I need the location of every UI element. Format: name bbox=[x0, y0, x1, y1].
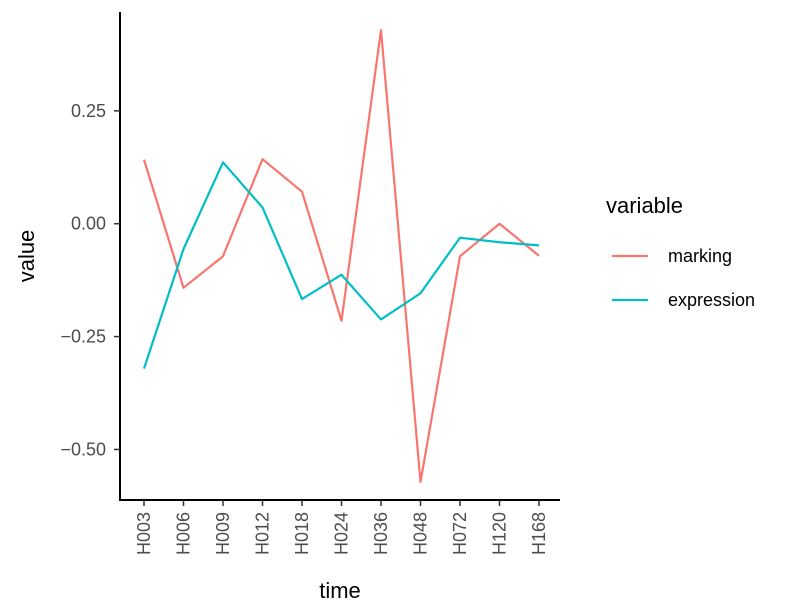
x-tick-label: H168 bbox=[529, 512, 549, 555]
legend-label-expression: expression bbox=[668, 290, 755, 310]
y-tick-label: −0.50 bbox=[60, 439, 106, 459]
x-tick-label: H048 bbox=[411, 512, 431, 555]
series-line-marking bbox=[142, 28, 540, 484]
legend-items: marking expression bbox=[612, 246, 755, 310]
x-tick-label: H009 bbox=[213, 512, 233, 555]
legend-label-marking: marking bbox=[668, 246, 732, 266]
x-axis-title: time bbox=[319, 578, 361, 603]
series-layer bbox=[142, 28, 540, 484]
x-tick-label: H036 bbox=[371, 512, 391, 555]
x-tick-label: H012 bbox=[253, 512, 273, 555]
y-tick-label: 0.25 bbox=[71, 101, 106, 121]
y-tick-label: 0.00 bbox=[71, 214, 106, 234]
x-tick-label: H018 bbox=[292, 512, 312, 555]
series-line-expression bbox=[142, 161, 540, 369]
x-tick-label: H072 bbox=[450, 512, 470, 555]
y-tick-label: −0.25 bbox=[60, 327, 106, 347]
x-tick-label: H003 bbox=[134, 512, 154, 555]
y-axis-ticks: 0.25 0.00 −0.25 −0.50 bbox=[60, 101, 120, 459]
legend-title: variable bbox=[606, 193, 683, 218]
x-tick-label: H024 bbox=[332, 512, 352, 555]
legend: variable marking expression bbox=[606, 193, 755, 310]
x-axis-ticks: H003 H006 H009 H012 H018 H024 H036 H048 H072 H120… bbox=[134, 500, 549, 555]
x-tick-label: H006 bbox=[174, 512, 194, 555]
x-tick-label: H120 bbox=[490, 512, 510, 555]
y-axis-title: value bbox=[14, 230, 39, 283]
